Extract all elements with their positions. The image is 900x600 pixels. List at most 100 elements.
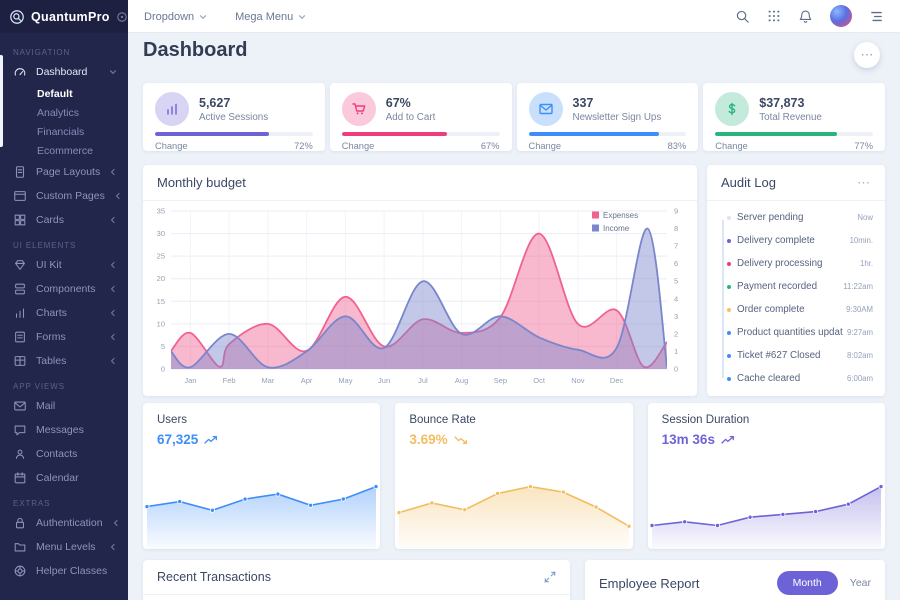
audit-log-item[interactable]: Delivery processing 1hr. — [717, 252, 873, 275]
audit-log-item[interactable]: Order complete 9:30AM — [717, 298, 873, 321]
sidebar-item-menu-levels[interactable]: Menu Levels — [0, 535, 128, 559]
sidebar-item-helper-classes[interactable]: Helper Classes — [0, 559, 128, 583]
stat-label: Active Sessions — [199, 111, 269, 123]
sidebar-item-tables[interactable]: Tables — [0, 349, 128, 373]
brand[interactable]: QuantumPro — [0, 0, 128, 33]
trend-up-icon — [721, 435, 734, 444]
chevron-down-icon — [298, 13, 306, 21]
components-icon — [13, 282, 27, 296]
ellipsis-icon[interactable]: ⋯ — [857, 174, 871, 190]
audit-log-panel: Audit Log ⋯ Server pending Now Delivery … — [707, 165, 885, 396]
svg-text:Oct: Oct — [533, 376, 546, 385]
svg-text:2: 2 — [674, 329, 678, 338]
monthly-budget-title: Monthly budget — [157, 175, 246, 190]
chart-bars-icon — [155, 92, 189, 126]
audit-item-time: 11:22am — [843, 282, 873, 291]
sidebar-item-messages[interactable]: Messages — [0, 418, 128, 442]
apps-grid-icon[interactable] — [767, 9, 781, 23]
audit-log-item[interactable]: Product quantities updated 9:27am — [717, 321, 873, 344]
sidebar-item-custom-pages[interactable]: Custom Pages — [0, 184, 128, 208]
cart-icon — [341, 92, 376, 126]
audit-item-time: 10min. — [849, 236, 873, 245]
expand-icon[interactable] — [544, 571, 556, 583]
topbar-menu-dropdown[interactable]: Dropdown — [144, 11, 207, 23]
sidebar-subitem-financials[interactable]: Financials — [37, 125, 85, 138]
mail-icon — [13, 399, 27, 413]
form-icon — [13, 330, 27, 344]
chevron-left-icon — [109, 309, 117, 317]
audit-log-item[interactable]: Ticket #627 Closed 8:02am — [717, 344, 873, 367]
sidebar-item-page-layouts[interactable]: Page Layouts — [0, 160, 128, 184]
bell-icon[interactable] — [798, 9, 813, 24]
audit-log-item[interactable]: Payment recorded 11:22am — [717, 275, 873, 298]
audit-item-label: Ticket #627 Closed — [737, 350, 821, 361]
sidebar-item-components[interactable]: Components — [0, 277, 128, 301]
employee-report-title: Employee Report — [599, 575, 700, 591]
chevron-left-icon — [109, 333, 117, 341]
chevron-left-icon — [109, 285, 117, 293]
stat-percent: 77% — [854, 141, 873, 151]
svg-text:15: 15 — [157, 297, 165, 306]
stat-percent: 83% — [667, 141, 687, 151]
period-button-year[interactable]: Year — [849, 577, 871, 589]
svg-text:Feb: Feb — [223, 376, 236, 385]
page-more-button[interactable]: ⋯ — [854, 42, 880, 68]
topbar-menu-mega-menu[interactable]: Mega Menu — [235, 11, 306, 23]
sidebar-item-charts[interactable]: Charts — [0, 301, 128, 325]
svg-text:25: 25 — [157, 252, 165, 261]
stat-value: 67% — [385, 95, 411, 110]
audit-item-label: Delivery complete — [737, 235, 815, 246]
sidebar-item-dashboard[interactable]: Dashboard — [0, 60, 128, 84]
progress-bar — [341, 132, 500, 136]
period-buttons: Month Year — [776, 571, 871, 595]
sidebar-section-navigation: Navigation — [13, 48, 71, 57]
mini-card-value: 13m 36s — [662, 432, 735, 447]
dollar-icon — [715, 92, 750, 126]
sidebar-subitem-analytics[interactable]: Analytics — [37, 106, 80, 119]
sidebar-item-forms[interactable]: Forms — [0, 325, 128, 349]
svg-text:1: 1 — [674, 347, 678, 356]
progress-bar — [528, 132, 687, 136]
stat-percent: 72% — [294, 141, 313, 151]
mini-card-value: 67,325 — [157, 432, 218, 447]
sidebar-item-mail[interactable]: Mail — [0, 394, 128, 418]
sidebar-subitem-ecommerce[interactable]: Ecommerce — [37, 144, 94, 157]
user-avatar[interactable] — [830, 5, 852, 27]
sidebar-subitem-default[interactable]: Default — [37, 87, 73, 100]
menu-align-right-icon[interactable] — [869, 9, 884, 24]
users-sparkline-chart — [144, 484, 379, 549]
audit-log-item[interactable]: Delivery complete 10min. — [717, 229, 873, 252]
svg-text:Income: Income — [603, 224, 630, 233]
progress-bar — [715, 132, 873, 136]
timeline-dot-icon — [727, 376, 731, 381]
timeline-dot-icon — [727, 353, 731, 358]
sidebar-item-ui-kit[interactable]: UI Kit — [0, 253, 128, 277]
sidebar-section-app-views: App Views — [13, 382, 65, 391]
progress-bar — [155, 132, 313, 136]
audit-item-time: 1hr. — [859, 259, 873, 268]
audit-log-item[interactable]: Server pending Now — [717, 206, 873, 229]
period-button-month[interactable]: Month — [776, 571, 838, 595]
search-icon[interactable] — [735, 9, 750, 24]
sidebar-item-authentication[interactable]: Authentication — [0, 511, 128, 535]
audit-item-time: 6:00am — [846, 374, 873, 383]
svg-text:Expenses: Expenses — [603, 211, 638, 220]
sidebar-item-calendar[interactable]: Calendar — [0, 466, 128, 490]
chevron-down-icon — [109, 68, 117, 76]
audit-log-item[interactable]: Cache cleared 6:00am — [717, 367, 873, 390]
stat-card-active-sessions: 5,627 Active Sessions Change 72% — [143, 83, 325, 151]
stat-card-add-to-cart: 67% Add to Cart Change 67% — [329, 83, 512, 151]
sidebar-item-contacts[interactable]: Contacts — [0, 442, 128, 466]
monthly-budget-panel: Monthly budget Jan Feb Mar Apr May Jun Jul Aug S… — [143, 165, 697, 396]
chart-bars-icon — [13, 306, 27, 320]
sidebar-section-ui-elements: UI Elements — [13, 241, 77, 250]
svg-text:4: 4 — [674, 294, 678, 303]
sidebar-item-cards[interactable]: Cards — [0, 208, 128, 232]
page-title: Dashboard — [143, 39, 248, 61]
stats-row: 5,627 Active Sessions Change 72% 67% Add… — [143, 83, 885, 151]
svg-text:35: 35 — [157, 207, 165, 216]
mini-card-users: Users 67,325 — [143, 403, 381, 549]
svg-text:0: 0 — [674, 365, 678, 374]
folder-icon — [13, 540, 27, 554]
circle-dot-icon[interactable] — [116, 11, 128, 23]
